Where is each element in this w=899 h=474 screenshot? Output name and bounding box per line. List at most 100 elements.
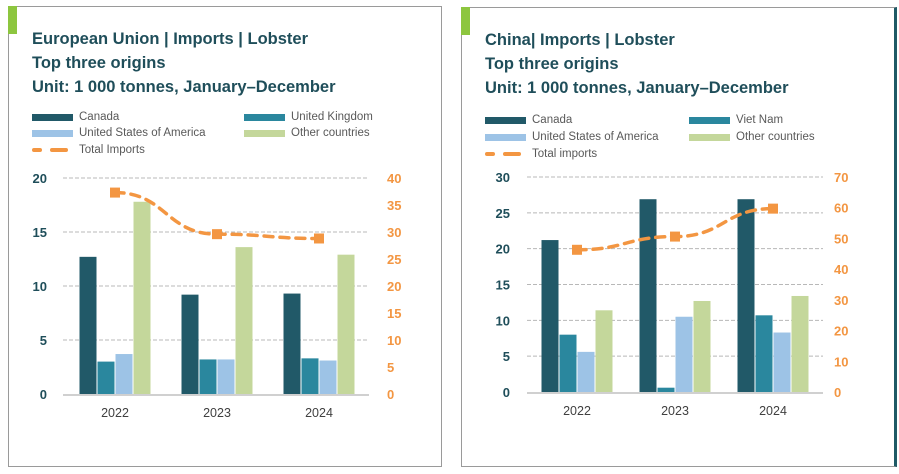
legend-dash xyxy=(32,148,73,152)
bar-usa-2023 xyxy=(675,316,693,392)
total-imports-marker-2023 xyxy=(670,231,680,242)
legend-swatch xyxy=(689,116,730,124)
y2-tick-label: 70 xyxy=(834,170,848,185)
legend-item-total: Total imports xyxy=(485,148,597,160)
bar-usa-2024 xyxy=(319,360,337,394)
total-imports-marker-2022 xyxy=(110,187,120,198)
y2-tick-label: 35 xyxy=(387,198,401,213)
y-tick-label: 10 xyxy=(496,313,510,328)
bar-usa-2022 xyxy=(115,354,133,394)
legend-item-united-kingdom: United Kingdom xyxy=(244,111,373,123)
x-tick-label: 2024 xyxy=(759,404,787,418)
chart-plot: 0 5 10 15 20 0 5 10 15 20 25 30 35 40 2022 2023 2024 xyxy=(33,171,402,420)
bar-second-2024 xyxy=(755,315,773,392)
bar-canada-2024 xyxy=(283,293,301,394)
bar-usa-2022 xyxy=(577,351,595,392)
y2-tick-label: 20 xyxy=(834,324,848,339)
total-imports-marker-2024 xyxy=(768,203,778,214)
bar-other-2022 xyxy=(133,201,151,394)
legend-item-total: Total Imports xyxy=(32,144,145,156)
y2-tick-label: 10 xyxy=(387,333,401,348)
y-tick-label: 5 xyxy=(40,333,47,348)
y-tick-label: 15 xyxy=(33,225,47,240)
legend-label: Total Imports xyxy=(79,144,145,156)
bar-other-2024 xyxy=(791,295,809,392)
bar-other-2022 xyxy=(595,310,613,392)
legend-label: United States of America xyxy=(79,127,206,139)
y-tick-label: 20 xyxy=(33,171,47,186)
legend-item-viet-nam: Viet Nam xyxy=(689,114,783,126)
y-tick-label: 25 xyxy=(496,206,510,221)
bar-other-2023 xyxy=(235,247,253,394)
bar-other-2024 xyxy=(337,254,355,394)
legend-label: Other countries xyxy=(736,131,815,143)
legend-item-other: Other countries xyxy=(244,127,370,139)
total-imports-marker-2024 xyxy=(314,233,324,244)
legend-dash xyxy=(485,152,526,156)
legend-swatch xyxy=(244,129,285,137)
legend-item-other: Other countries xyxy=(689,131,815,143)
accent-bar xyxy=(8,6,17,34)
chart-title-block: China| Imports | Lobster Top three origi… xyxy=(485,28,789,100)
legend-label: United States of America xyxy=(532,131,659,143)
legend-label: Total imports xyxy=(532,148,598,160)
y2-tick-label: 40 xyxy=(834,262,848,277)
y-tick-label: 10 xyxy=(33,279,47,294)
y-tick-label: 0 xyxy=(503,385,510,400)
y2-tick-label: 15 xyxy=(387,306,401,321)
bar-second-2022 xyxy=(559,334,577,392)
legend-item-canada: Canada xyxy=(485,114,572,126)
bar-second-2023 xyxy=(657,387,675,392)
total-imports-marker-2023 xyxy=(212,229,222,240)
bar-second-2023 xyxy=(199,359,217,394)
chart-title: European Union | Imports | Lobster xyxy=(32,30,308,48)
legend-item-usa: United States of America xyxy=(485,131,659,143)
chart-unit: Unit: 1 000 tonnes, January–December xyxy=(485,79,789,97)
bar-usa-2023 xyxy=(217,359,235,394)
bar-other-2023 xyxy=(693,300,711,392)
legend-label: Canada xyxy=(532,114,573,126)
legend-swatch xyxy=(485,133,526,141)
y2-tick-label: 40 xyxy=(387,171,401,186)
bar-canada-2022 xyxy=(541,240,559,392)
legend-label: United Kingdom xyxy=(291,111,373,123)
bar-canada-2023 xyxy=(181,294,199,394)
legend-label: Other countries xyxy=(291,127,370,139)
legend-swatch xyxy=(32,113,73,121)
y-tick-label: 15 xyxy=(496,278,510,293)
legend-swatch xyxy=(689,133,730,141)
x-tick-label: 2022 xyxy=(101,406,129,420)
chart-title-block: European Union | Imports | Lobster Top t… xyxy=(32,27,336,99)
legend-item-usa: United States of America xyxy=(32,127,206,139)
x-tick-label: 2023 xyxy=(203,406,231,420)
bar-canada-2022 xyxy=(79,256,97,394)
chart-unit: Unit: 1 000 tonnes, January–December xyxy=(32,78,336,96)
y2-tick-label: 30 xyxy=(387,225,401,240)
y2-tick-label: 20 xyxy=(387,279,401,294)
legend-swatch xyxy=(485,116,526,124)
x-tick-label: 2024 xyxy=(305,406,333,420)
y2-tick-label: 25 xyxy=(387,252,401,267)
y2-tick-label: 10 xyxy=(834,354,848,369)
chart-plot: 0 5 10 15 20 25 30 0 10 20 30 40 50 60 70 2022 2023 2024 xyxy=(496,170,849,418)
y2-tick-label: 30 xyxy=(834,293,848,308)
bar-second-2024 xyxy=(301,358,319,394)
x-tick-label: 2023 xyxy=(661,404,689,418)
chart-title: China| Imports | Lobster xyxy=(485,31,675,49)
y2-tick-label: 0 xyxy=(387,387,394,402)
legend-label: Canada xyxy=(79,111,120,123)
y-tick-label: 5 xyxy=(503,349,510,364)
legend-item-canada: Canada xyxy=(32,111,119,123)
y2-tick-label: 0 xyxy=(834,385,841,400)
eu-lobster-chart-panel: European Union | Imports | Lobster Top t… xyxy=(8,6,442,467)
y-tick-label: 0 xyxy=(40,387,47,402)
china-lobster-chart-panel: China| Imports | Lobster Top three origi… xyxy=(461,7,897,467)
legend-label: Viet Nam xyxy=(736,114,784,126)
accent-bar xyxy=(461,7,470,35)
y-tick-label: 20 xyxy=(496,242,510,257)
bar-canada-2024 xyxy=(737,199,755,392)
chart-subtitle: Top three origins xyxy=(485,55,619,73)
legend-swatch xyxy=(32,129,73,137)
legend-swatch xyxy=(244,113,285,121)
bar-canada-2023 xyxy=(639,199,657,392)
